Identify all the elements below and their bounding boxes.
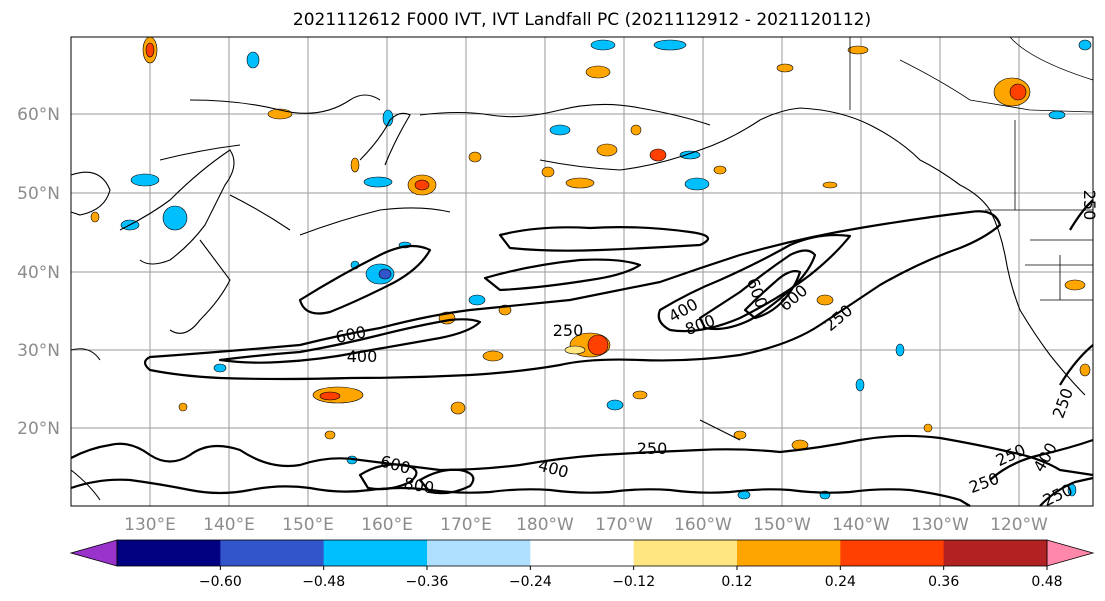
colorbar-cell xyxy=(943,540,1048,566)
lon-label: 120°W xyxy=(990,515,1048,535)
lon-label: 140°E xyxy=(203,515,255,535)
colorbar-frame xyxy=(116,539,1048,567)
lon-label: 150°W xyxy=(753,515,811,535)
lon-label: 130°W xyxy=(911,515,969,535)
lon-label: 150°E xyxy=(282,515,334,535)
colorbar-tick-label: −0.24 xyxy=(509,574,552,590)
latitude-labels: 60°N 50°N 40°N 30°N 20°N xyxy=(17,105,60,439)
colorbar-tick-label: −0.12 xyxy=(612,574,655,590)
colorbar-tick-label: 0.12 xyxy=(721,574,752,590)
colorbar: −0.60 −0.48 −0.36 −0.24 −0.12 0.12 0.24 0.36 0.4… xyxy=(69,539,1095,590)
ivt-contours xyxy=(70,199,1094,507)
coastlines xyxy=(70,94,1086,501)
colorbar-extend-left xyxy=(69,539,118,567)
lon-label: 130°E xyxy=(124,515,176,535)
lon-label: 180°W xyxy=(516,515,574,535)
contour-label: 400 xyxy=(347,347,378,366)
colorbar-cell xyxy=(117,540,221,566)
colorbar-cell xyxy=(427,540,531,566)
lon-label: 170°E xyxy=(440,515,492,535)
lat-label: 30°N xyxy=(17,341,60,361)
contour-label: 250 xyxy=(1080,190,1099,221)
contour-label: 250 xyxy=(637,439,668,458)
lat-label: 40°N xyxy=(17,263,60,283)
colorbar-tick-label: 0.48 xyxy=(1031,574,1062,590)
colorbar-cell xyxy=(840,540,945,566)
lat-label: 20°N xyxy=(17,419,60,439)
lon-label: 160°E xyxy=(361,515,413,535)
colorbar-cell xyxy=(633,540,738,566)
colorbar-cell xyxy=(220,540,325,566)
colorbar-cell xyxy=(323,540,428,566)
colorbar-tick-label: −0.36 xyxy=(406,574,449,590)
colorbar-tick-label: 0.24 xyxy=(825,574,856,590)
lon-label: 170°W xyxy=(595,515,653,535)
contour-label: 250 xyxy=(553,321,584,340)
figure-title: 2021112612 F000 IVT, IVT Landfall PC (20… xyxy=(293,10,871,30)
colorbar-tick-label: −0.60 xyxy=(199,574,242,590)
lat-label: 50°N xyxy=(17,184,60,204)
contour-labels: 600 400 250 400 800 600 600 250 250 400 … xyxy=(334,190,1099,510)
lon-label: 140°W xyxy=(832,515,890,535)
colorbar-cell xyxy=(530,540,635,566)
pc-shading xyxy=(90,36,1092,500)
lat-label: 60°N xyxy=(17,105,60,125)
colorbar-tick-label: −0.48 xyxy=(302,574,345,590)
borders xyxy=(849,36,1094,301)
longitude-labels: 130°E 140°E 150°E 160°E 170°E 180°W 170°… xyxy=(124,515,1048,535)
colorbar-cell xyxy=(737,540,841,566)
map-frame xyxy=(70,36,1094,507)
colorbar-tick-label: 0.36 xyxy=(928,574,959,590)
lon-label: 160°W xyxy=(674,515,732,535)
colorbar-extend-right xyxy=(1046,539,1095,567)
